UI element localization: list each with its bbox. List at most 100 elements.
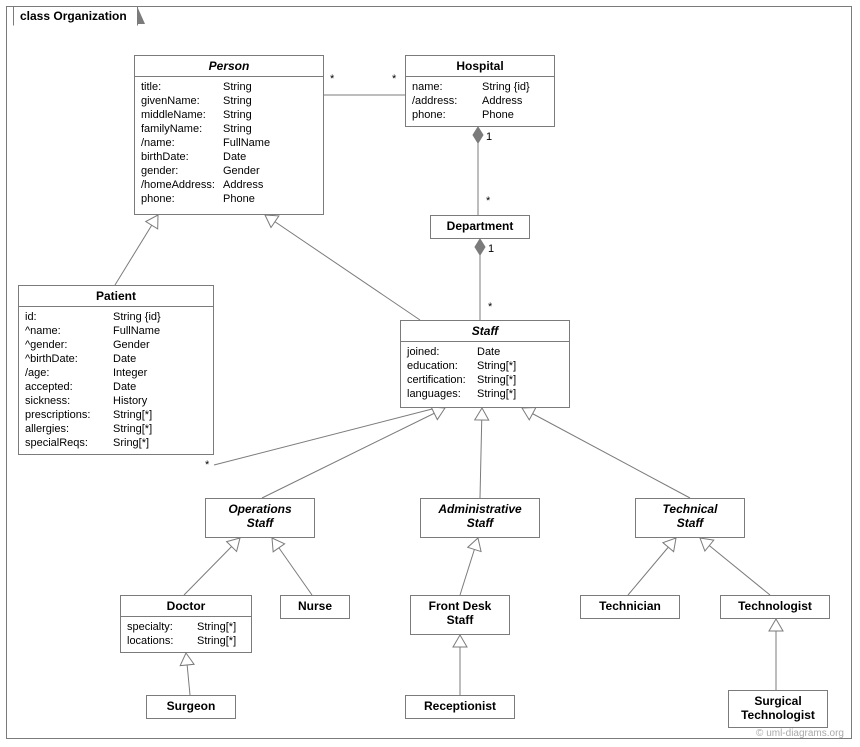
- attr-type: Date: [223, 150, 246, 164]
- attr-row: /homeAddress:Address: [141, 178, 317, 192]
- attr-type: String[*]: [113, 422, 152, 436]
- class-department: Department: [430, 215, 530, 239]
- class-name: Technician: [581, 596, 679, 616]
- class-name: Doctor: [121, 596, 251, 617]
- attr-name: /homeAddress:: [141, 178, 223, 192]
- attr-name: name:: [412, 80, 482, 94]
- attr-name: middleName:: [141, 108, 223, 122]
- attr-name: phone:: [412, 108, 482, 122]
- class-name: Front DeskStaff: [411, 596, 509, 630]
- attr-name: /age:: [25, 366, 113, 380]
- class-name: Staff: [401, 321, 569, 342]
- attr-type: Address: [223, 178, 263, 192]
- attr-name: specialReqs:: [25, 436, 113, 450]
- attr-type: String[*]: [477, 373, 516, 387]
- attr-name: familyName:: [141, 122, 223, 136]
- class-attrs: joined:Dateeducation:String[*]certificat…: [401, 342, 569, 405]
- attr-type: Gender: [113, 338, 150, 352]
- attr-name: ^birthDate:: [25, 352, 113, 366]
- attr-type: String {id}: [482, 80, 530, 94]
- attr-name: languages:: [407, 387, 477, 401]
- class-name: Nurse: [281, 596, 349, 616]
- class-attrs: name:String {id}/address:Addressphone:Ph…: [406, 77, 554, 126]
- class-opsStaff: OperationsStaff: [205, 498, 315, 538]
- attr-row: education:String[*]: [407, 359, 563, 373]
- class-surgeon: Surgeon: [146, 695, 236, 719]
- attr-row: sickness:History: [25, 394, 207, 408]
- class-patient: Patientid:String {id}^name:FullName^gend…: [18, 285, 214, 455]
- attr-type: Date: [477, 345, 500, 359]
- attr-name: birthDate:: [141, 150, 223, 164]
- class-nurse: Nurse: [280, 595, 350, 619]
- attr-type: Sring[*]: [113, 436, 149, 450]
- attr-type: Gender: [223, 164, 260, 178]
- attr-type: String: [223, 122, 252, 136]
- attr-row: languages:String[*]: [407, 387, 563, 401]
- attr-type: Address: [482, 94, 522, 108]
- attr-name: givenName:: [141, 94, 223, 108]
- class-name: OperationsStaff: [206, 499, 314, 533]
- attr-type: History: [113, 394, 147, 408]
- class-person: Persontitle:StringgivenName:Stringmiddle…: [134, 55, 324, 215]
- class-name: TechnicalStaff: [636, 499, 744, 533]
- attr-row: phone:Phone: [412, 108, 548, 122]
- attr-name: specialty:: [127, 620, 197, 634]
- class-adminStaff: AdministrativeStaff: [420, 498, 540, 538]
- attr-name: ^gender:: [25, 338, 113, 352]
- attr-row: name:String {id}: [412, 80, 548, 94]
- attr-type: Integer: [113, 366, 147, 380]
- attr-name: sickness:: [25, 394, 113, 408]
- attr-name: accepted:: [25, 380, 113, 394]
- class-attrs: specialty:String[*]locations:String[*]: [121, 617, 251, 652]
- attr-type: String[*]: [477, 359, 516, 373]
- class-attrs: title:StringgivenName:StringmiddleName:S…: [135, 77, 323, 210]
- attr-row: prescriptions:String[*]: [25, 408, 207, 422]
- attr-row: title:String: [141, 80, 317, 94]
- attr-row: /address:Address: [412, 94, 548, 108]
- attr-row: /age:Integer: [25, 366, 207, 380]
- attr-row: ^gender:Gender: [25, 338, 207, 352]
- class-frontDesk: Front DeskStaff: [410, 595, 510, 635]
- attr-type: String: [223, 108, 252, 122]
- class-hospital: Hospitalname:String {id}/address:Address…: [405, 55, 555, 127]
- attr-name: joined:: [407, 345, 477, 359]
- watermark: © uml-diagrams.org: [756, 728, 844, 739]
- attr-row: gender:Gender: [141, 164, 317, 178]
- class-name: AdministrativeStaff: [421, 499, 539, 533]
- class-name: Surgeon: [147, 696, 235, 716]
- attr-row: givenName:String: [141, 94, 317, 108]
- attr-type: String: [223, 80, 252, 94]
- attr-type: String[*]: [477, 387, 516, 401]
- class-technologist: Technologist: [720, 595, 830, 619]
- attr-type: Phone: [223, 192, 255, 206]
- attr-row: id:String {id}: [25, 310, 207, 324]
- attr-name: certification:: [407, 373, 477, 387]
- attr-type: FullName: [223, 136, 270, 150]
- attr-type: String[*]: [197, 620, 236, 634]
- class-name: Patient: [19, 286, 213, 307]
- attr-name: id:: [25, 310, 113, 324]
- attr-name: gender:: [141, 164, 223, 178]
- class-name: Receptionist: [406, 696, 514, 716]
- attr-row: locations:String[*]: [127, 634, 245, 648]
- class-techStaff: TechnicalStaff: [635, 498, 745, 538]
- attr-name: phone:: [141, 192, 223, 206]
- attr-type: String[*]: [197, 634, 236, 648]
- class-staff: Staffjoined:Dateeducation:String[*]certi…: [400, 320, 570, 408]
- class-name: SurgicalTechnologist: [729, 691, 827, 725]
- attr-row: allergies:String[*]: [25, 422, 207, 436]
- attr-row: familyName:String: [141, 122, 317, 136]
- attr-type: FullName: [113, 324, 160, 338]
- attr-row: birthDate:Date: [141, 150, 317, 164]
- attr-row: specialReqs:Sring[*]: [25, 436, 207, 450]
- attr-row: certification:String[*]: [407, 373, 563, 387]
- attr-row: accepted:Date: [25, 380, 207, 394]
- package-label: class Organization: [13, 6, 138, 26]
- attr-row: middleName:String: [141, 108, 317, 122]
- attr-row: ^name:FullName: [25, 324, 207, 338]
- attr-row: /name:FullName: [141, 136, 317, 150]
- attr-type: String {id}: [113, 310, 161, 324]
- class-attrs: id:String {id}^name:FullName^gender:Gend…: [19, 307, 213, 454]
- package-label-text: class Organization: [20, 9, 127, 23]
- attr-name: ^name:: [25, 324, 113, 338]
